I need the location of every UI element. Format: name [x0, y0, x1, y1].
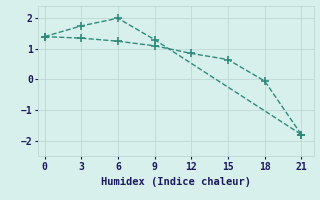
X-axis label: Humidex (Indice chaleur): Humidex (Indice chaleur): [101, 177, 251, 187]
